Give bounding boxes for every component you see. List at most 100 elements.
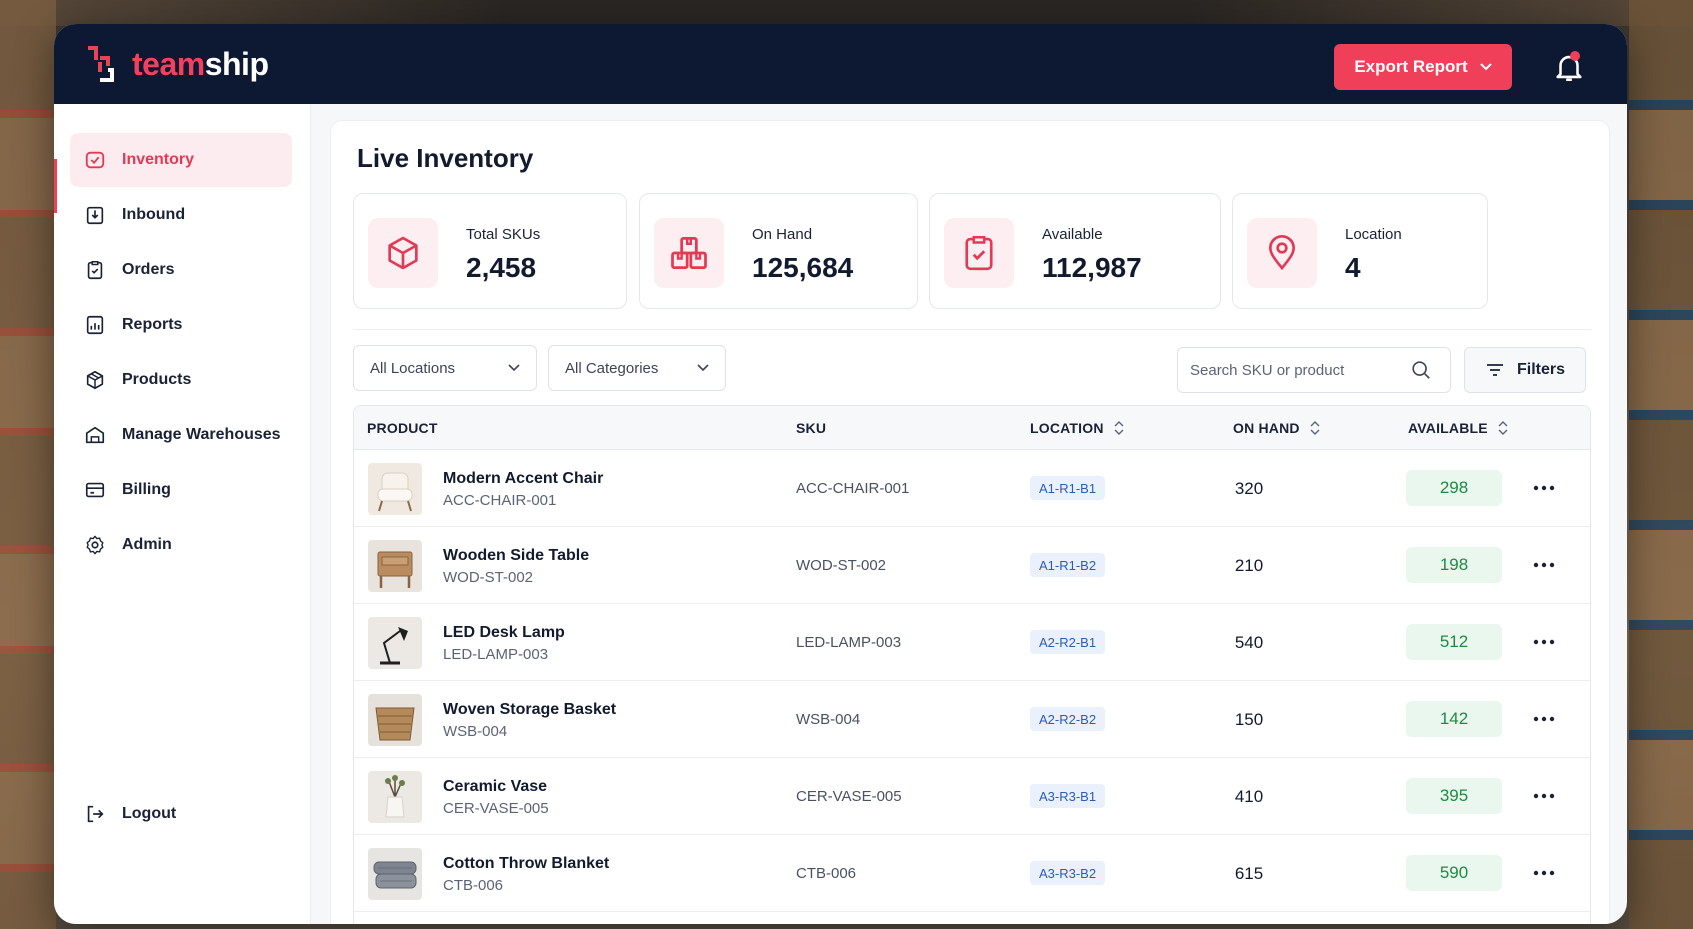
- available-badge: 512: [1406, 624, 1502, 660]
- logout-button[interactable]: Logout: [70, 787, 292, 841]
- filters-button[interactable]: Filters: [1464, 347, 1586, 393]
- location-badge: A3-R3-B2: [1030, 861, 1106, 885]
- product-name[interactable]: Woven Storage Basket: [443, 701, 617, 718]
- logo-text: teamship: [132, 45, 269, 83]
- app-window: teamship Export Report Inventory Inbound…: [54, 24, 1627, 924]
- sidebar-item-products[interactable]: Products: [70, 353, 292, 407]
- search-input[interactable]: [1190, 361, 1410, 379]
- logout-icon: [87, 805, 104, 823]
- reports-icon: [86, 315, 104, 335]
- more-options-icon[interactable]: [1529, 707, 1559, 731]
- on-hand-cell: 540: [1234, 633, 1264, 652]
- main-panel: Live Inventory Total SKUs 2,458 On Hand …: [330, 120, 1610, 924]
- stat-label: Total SKUs: [466, 226, 541, 243]
- sidebar-item-label: Reports: [122, 316, 183, 333]
- table-row[interactable]: LED Desk Lamp LED-LAMP-003 LED-LAMP-003 …: [354, 604, 1590, 681]
- column-header-available[interactable]: AVAILABLE: [1408, 420, 1508, 436]
- logo[interactable]: teamship: [84, 42, 269, 86]
- table-row[interactable]: Modern Accent Chair ACC-CHAIR-001 ACC-CH…: [354, 450, 1590, 527]
- stat-card-on-hand: On Hand 125,684: [639, 193, 918, 309]
- top-bar: teamship Export Report: [54, 24, 1627, 104]
- chevron-down-icon: [1479, 63, 1492, 71]
- clipboard-check-icon: [965, 236, 993, 271]
- product-thumbnail-chair: [368, 463, 422, 515]
- available-badge: 590: [1406, 855, 1502, 891]
- inventory-icon: [85, 151, 105, 169]
- location-select-value: All Locations: [370, 359, 456, 377]
- sidebar-item-label: Billing: [122, 481, 171, 498]
- sidebar-item-inbound[interactable]: Inbound: [70, 188, 292, 242]
- sidebar-item-admin[interactable]: Admin: [70, 518, 292, 572]
- column-header-location[interactable]: LOCATION: [1030, 420, 1124, 436]
- sidebar-item-manage-warehouses[interactable]: Manage Warehouses: [70, 408, 292, 462]
- table-row[interactable]: Wooden Side Table WOD-ST-002 WOD-ST-002 …: [354, 527, 1590, 604]
- table-row[interactable]: Woven Storage Basket WSB-004 WSB-004 A2-…: [354, 681, 1590, 758]
- export-report-button[interactable]: Export Report: [1334, 44, 1512, 90]
- product-name[interactable]: LED Desk Lamp: [443, 624, 565, 641]
- export-report-label: Export Report: [1354, 57, 1468, 76]
- table-header: PRODUCT SKU LOCATION ON HAND AVAILABLE: [354, 406, 1590, 450]
- divider: [353, 329, 1591, 330]
- chevron-down-icon: [508, 364, 520, 372]
- stat-label: Available: [1042, 226, 1103, 243]
- stat-card-total-skus: Total SKUs 2,458: [353, 193, 627, 309]
- more-options-icon[interactable]: [1529, 630, 1559, 654]
- column-header-sku[interactable]: SKU: [796, 420, 826, 436]
- search-icon[interactable]: [1410, 359, 1432, 381]
- location-badge: A3-R3-B1: [1030, 784, 1106, 808]
- on-hand-cell: 615: [1234, 864, 1264, 883]
- sort-icon[interactable]: [1498, 421, 1508, 435]
- sku-cell: ACC-CHAIR-001: [796, 480, 910, 497]
- background-top: [0, 0, 1693, 26]
- available-badge: 298: [1406, 470, 1502, 506]
- location-badge: A2-R2-B1: [1030, 630, 1106, 654]
- logo-text-part2: ship: [204, 45, 269, 82]
- table-row[interactable]: Ceramic Vase CER-VASE-005 CER-VASE-005 A…: [354, 758, 1590, 835]
- available-badge: 395: [1406, 778, 1502, 814]
- stat-card-location: Location 4: [1232, 193, 1488, 309]
- table-row[interactable]: Cotton Throw Blanket CTB-006 CTB-006 A3-…: [354, 835, 1590, 912]
- billing-icon: [85, 482, 105, 498]
- product-sku-sub: WOD-ST-002: [443, 569, 534, 586]
- background-shelf-left: [0, 0, 56, 929]
- category-select[interactable]: All Categories: [548, 345, 726, 391]
- location-select[interactable]: All Locations: [353, 345, 537, 391]
- on-hand-cell: 410: [1234, 787, 1264, 806]
- products-icon: [86, 370, 104, 390]
- sidebar-item-orders[interactable]: Orders: [70, 243, 292, 297]
- product-name[interactable]: Ceramic Vase: [443, 778, 548, 795]
- sidebar-item-billing[interactable]: Billing: [70, 463, 292, 517]
- notification-dot: [1570, 51, 1580, 61]
- sku-cell: WSB-004: [796, 711, 861, 728]
- column-label: PRODUCT: [367, 420, 438, 436]
- more-options-icon[interactable]: [1529, 861, 1559, 885]
- more-options-icon[interactable]: [1529, 784, 1559, 808]
- more-options-icon[interactable]: [1529, 553, 1559, 577]
- product-name[interactable]: Wooden Side Table: [443, 547, 590, 564]
- product-thumbnail-side-table: [368, 540, 422, 592]
- sku-cell: CER-VASE-005: [796, 788, 902, 805]
- search-box[interactable]: [1177, 347, 1451, 393]
- sort-icon[interactable]: [1310, 421, 1320, 435]
- stat-value: 112,987: [1042, 252, 1142, 283]
- sidebar-item-label: Manage Warehouses: [122, 426, 281, 443]
- bell-icon[interactable]: [1552, 50, 1586, 84]
- more-options-icon[interactable]: [1529, 476, 1559, 500]
- column-label: SKU: [796, 420, 827, 436]
- product-name[interactable]: Modern Accent Chair: [443, 470, 604, 487]
- on-hand-cell: 210: [1234, 556, 1264, 575]
- column-header-on-hand[interactable]: ON HAND: [1233, 420, 1320, 436]
- on-hand-cell: 150: [1234, 710, 1264, 729]
- product-thumbnail-vase: [368, 771, 422, 823]
- sidebar-item-inventory[interactable]: Inventory: [70, 133, 292, 187]
- product-thumbnail-basket: [368, 694, 422, 746]
- inbound-icon: [86, 206, 104, 225]
- logo-mark-icon: [88, 46, 114, 82]
- column-header-product[interactable]: PRODUCT: [367, 420, 438, 436]
- sort-icon[interactable]: [1114, 421, 1124, 435]
- logout-label: Logout: [122, 805, 177, 822]
- product-name[interactable]: Cotton Throw Blanket: [443, 855, 610, 872]
- sidebar-item-reports[interactable]: Reports: [70, 298, 292, 352]
- product-sku-sub: CER-VASE-005: [443, 800, 549, 817]
- column-label: ON HAND: [1233, 420, 1300, 436]
